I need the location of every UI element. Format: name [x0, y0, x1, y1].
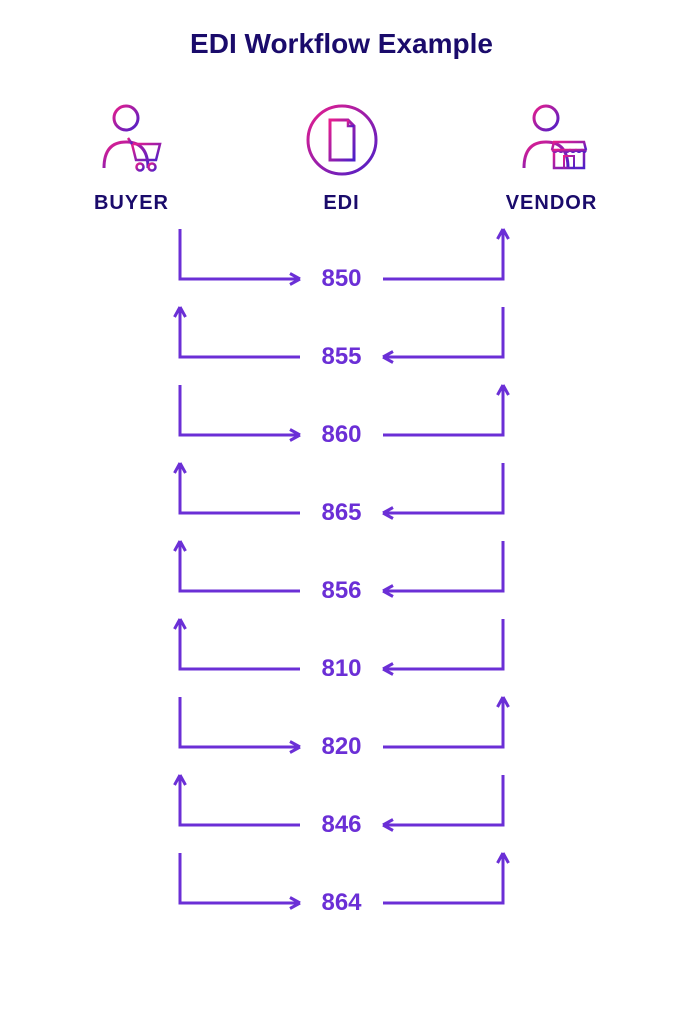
- flow-row: 864: [0, 849, 683, 927]
- flow-arrows: [0, 849, 683, 927]
- flow-arrows: [0, 615, 683, 693]
- header-row: BUYER EDI: [0, 100, 683, 215]
- title-bold: EDI: [190, 28, 237, 59]
- flow-row: 865: [0, 459, 683, 537]
- flow-row: 846: [0, 771, 683, 849]
- buyer-label: BUYER: [94, 192, 169, 215]
- edi-icon: [302, 100, 382, 180]
- flow-row: 856: [0, 537, 683, 615]
- edi-column: EDI: [282, 100, 402, 215]
- flow-arrows: [0, 771, 683, 849]
- diagram-title: EDI Workflow Example: [0, 0, 683, 60]
- flow-row: 860: [0, 381, 683, 459]
- flow-arrows: [0, 459, 683, 537]
- vendor-label: VENDOR: [506, 192, 598, 215]
- buyer-icon: [92, 100, 172, 180]
- vendor-column: VENDOR: [492, 100, 612, 215]
- flow-arrows: [0, 303, 683, 381]
- edi-label: EDI: [323, 192, 359, 215]
- flow-arrows: [0, 537, 683, 615]
- flow-row: 850: [0, 225, 683, 303]
- buyer-column: BUYER: [72, 100, 192, 215]
- title-rest: Workflow Example: [245, 28, 493, 59]
- flow-row: 855: [0, 303, 683, 381]
- flow-arrows: [0, 225, 683, 303]
- vendor-icon: [512, 100, 592, 180]
- flow-arrows: [0, 381, 683, 459]
- flow-row: 820: [0, 693, 683, 771]
- flow-arrows: [0, 693, 683, 771]
- flows-container: 850855860865856810820846864: [0, 225, 683, 927]
- flow-row: 810: [0, 615, 683, 693]
